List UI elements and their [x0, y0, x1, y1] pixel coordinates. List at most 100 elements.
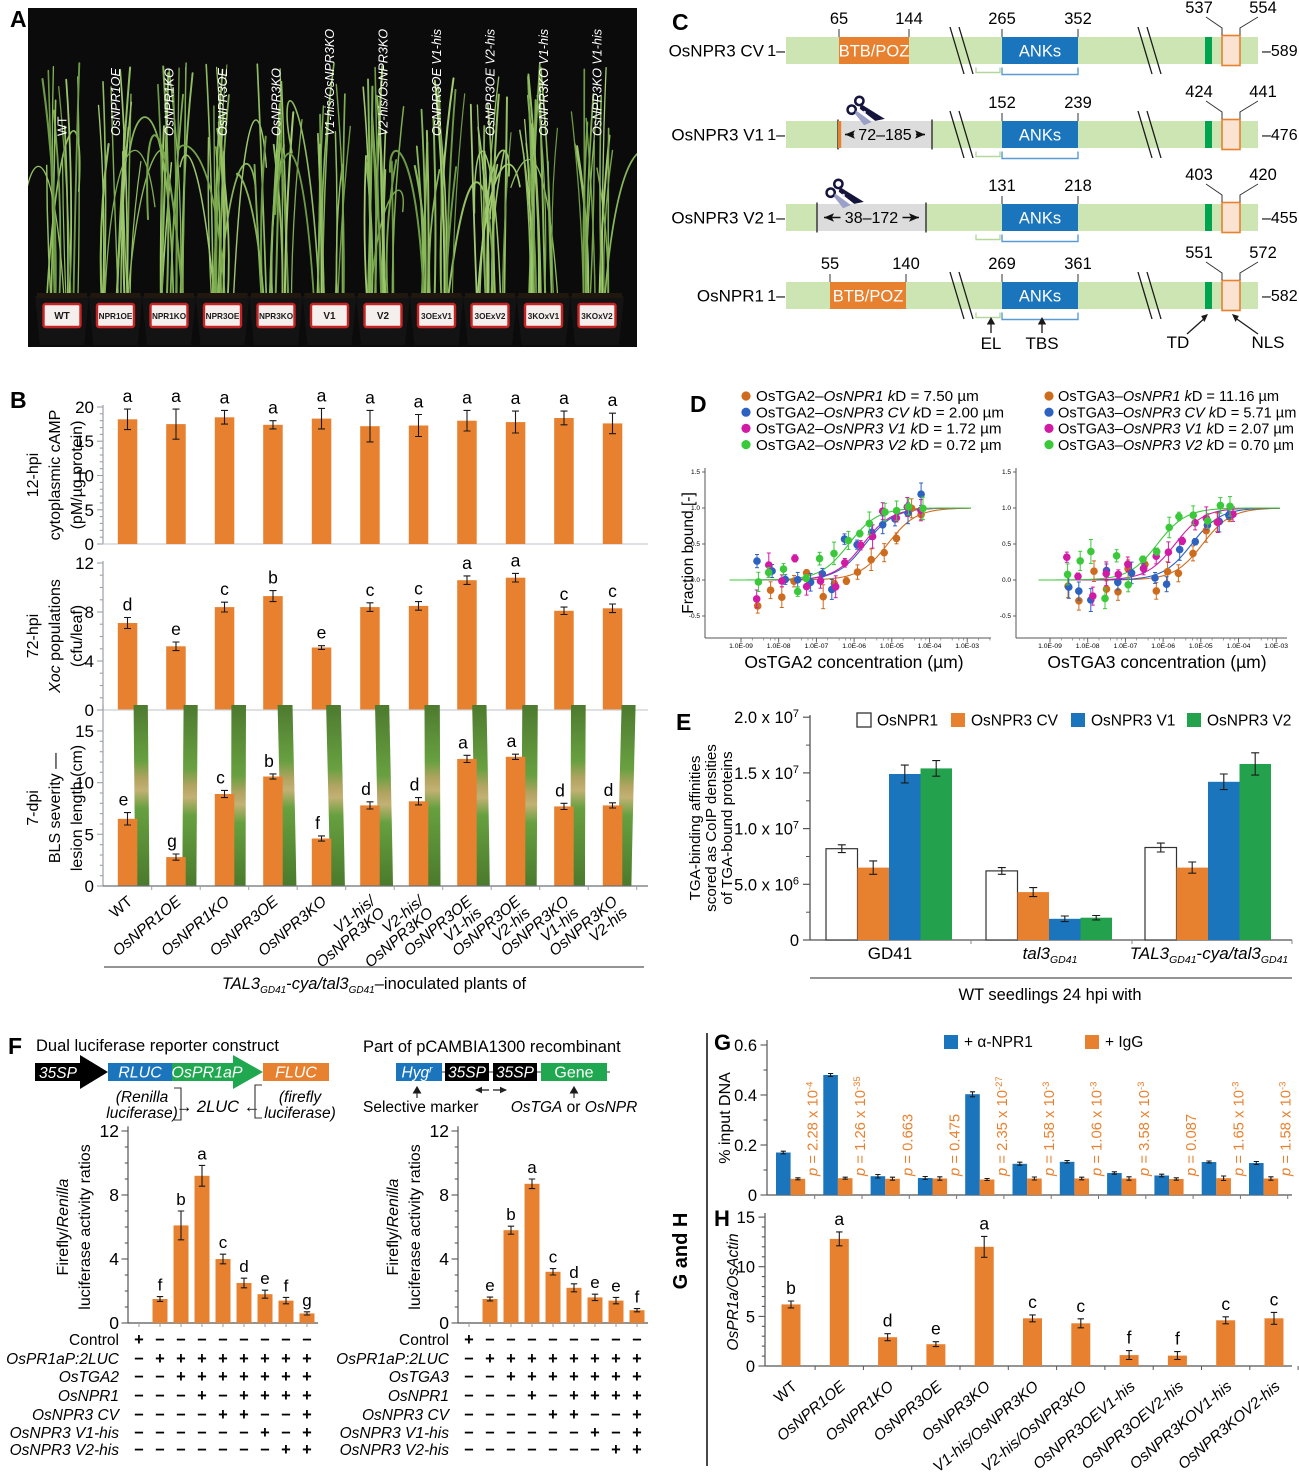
svg-text:−: −	[155, 1406, 165, 1424]
svg-text:a: a	[507, 731, 517, 751]
svg-text:OsNPR3 V2-his: OsNPR3 V2-his	[340, 1442, 450, 1459]
svg-text:NPR1OE: NPR1OE	[99, 312, 133, 321]
svg-text:B: B	[10, 387, 27, 413]
svg-text:−: −	[485, 1441, 495, 1459]
svg-text:−: −	[485, 1424, 495, 1442]
svg-text:A: A	[10, 6, 27, 32]
svg-text:e: e	[590, 1273, 599, 1292]
svg-text:15: 15	[75, 432, 94, 451]
svg-text:EL: EL	[981, 334, 1002, 353]
svg-text:−: −	[197, 1441, 207, 1459]
svg-text:OsPR1a/OsActin: OsPR1a/OsActin	[725, 1233, 742, 1350]
svg-text:+: +	[302, 1406, 312, 1424]
svg-text:p = 3.58 x 10-3: p = 3.58 x 10-3	[1136, 1082, 1153, 1177]
svg-text:−: −	[239, 1331, 249, 1349]
svg-text:−: −	[281, 1331, 291, 1349]
svg-text:+: +	[218, 1368, 228, 1386]
svg-text:Control: Control	[399, 1332, 449, 1349]
svg-text:TBS: TBS	[1025, 334, 1058, 353]
svg-text:1.0E-07: 1.0E-07	[1113, 643, 1137, 650]
svg-text:OsNPR1: OsNPR1	[388, 1388, 449, 1405]
svg-text:d: d	[569, 1263, 578, 1282]
svg-text:1–: 1–	[767, 210, 785, 227]
svg-text:420: 420	[1249, 166, 1277, 184]
svg-text:403: 403	[1185, 166, 1213, 184]
svg-text:38–172: 38–172	[845, 210, 898, 227]
svg-text:V2-his/OsNPR3KO: V2-his/OsNPR3KO	[377, 29, 391, 136]
svg-text:10: 10	[75, 774, 94, 793]
svg-text:+: +	[239, 1350, 249, 1368]
svg-text:−: −	[239, 1441, 249, 1459]
svg-text:f: f	[158, 1276, 163, 1295]
svg-text:554: 554	[1249, 0, 1277, 17]
svg-text:a: a	[414, 392, 424, 412]
svg-text:−: −	[485, 1368, 495, 1386]
svg-text:−: −	[155, 1368, 165, 1386]
svg-text:−: −	[302, 1331, 312, 1349]
svg-text:e: e	[260, 1269, 269, 1288]
svg-text:OsNPR3OE: OsNPR3OE	[216, 68, 230, 136]
svg-text:f: f	[1175, 1329, 1180, 1349]
svg-text:p = 0.475: p = 0.475	[948, 1114, 964, 1177]
svg-text:OsNPR3 V2-his: OsNPR3 V2-his	[10, 1442, 120, 1459]
svg-text:+: +	[632, 1368, 642, 1386]
svg-text:a: a	[458, 732, 468, 752]
svg-text:a: a	[608, 390, 618, 410]
svg-text:5.0 x 106: 5.0 x 106	[734, 875, 799, 894]
svg-text:−: −	[506, 1441, 516, 1459]
svg-text:b: b	[268, 568, 278, 588]
svg-text:0.0: 0.0	[1002, 577, 1011, 584]
svg-text:OsTGA2: OsTGA2	[59, 1369, 120, 1386]
svg-text:+: +	[302, 1441, 312, 1459]
svg-text:TD: TD	[1167, 333, 1190, 352]
svg-text:−: −	[155, 1424, 165, 1442]
svg-text:-0.5: -0.5	[689, 613, 701, 620]
svg-text:OsTGA3–OsNPR3 V2 kD = 0.70 µm: OsTGA3–OsNPR3 V2 kD = 0.70 µm	[1058, 438, 1294, 454]
svg-text:−: −	[260, 1441, 270, 1459]
svg-text:e: e	[931, 1319, 941, 1339]
svg-text:5: 5	[746, 1308, 755, 1326]
svg-text:−: −	[569, 1424, 579, 1442]
svg-text:15: 15	[75, 722, 94, 741]
svg-text:+: +	[569, 1387, 579, 1405]
svg-text:8: 8	[109, 1185, 119, 1205]
svg-text:72–185: 72–185	[858, 127, 911, 144]
svg-text:+: +	[569, 1350, 579, 1368]
svg-text:−: −	[281, 1406, 291, 1424]
svg-text:OsNPR3OE V1-his: OsNPR3OE V1-his	[430, 28, 444, 136]
svg-text:1–: 1–	[767, 43, 785, 60]
svg-text:−: −	[176, 1424, 186, 1442]
svg-text:+: +	[632, 1406, 642, 1424]
svg-text:1.0: 1.0	[1002, 505, 1011, 512]
svg-text:269: 269	[988, 255, 1016, 273]
svg-text:scored as CoIP densities: scored as CoIP densities	[703, 744, 720, 912]
svg-text:c: c	[549, 1248, 558, 1267]
svg-text:WT: WT	[771, 1378, 801, 1407]
svg-text:OsNPR3 CV: OsNPR3 CV	[971, 713, 1059, 730]
svg-text:p = 1.26 x 10-35: p = 1.26 x 10-35	[852, 1076, 869, 1177]
svg-text:Dual luciferase reporter const: Dual luciferase reporter construct	[36, 1037, 279, 1055]
svg-text:+: +	[506, 1350, 516, 1368]
svg-text:p = 1.58 x 10-3: p = 1.58 x 10-3	[1041, 1082, 1058, 1177]
svg-text:−: −	[464, 1441, 474, 1459]
svg-text:c: c	[219, 1233, 228, 1252]
svg-text:+: +	[590, 1424, 600, 1442]
svg-text:+: +	[260, 1387, 270, 1405]
svg-text:−: −	[197, 1331, 207, 1349]
svg-text:−: −	[485, 1387, 495, 1405]
svg-text:OsNPR3KO V1-his: OsNPR3KO V1-his	[591, 28, 605, 136]
svg-text:Gene: Gene	[554, 1065, 593, 1082]
svg-text:0: 0	[85, 877, 94, 896]
svg-text:–582: –582	[1262, 288, 1298, 305]
svg-text:OsNPR3 CV: OsNPR3 CV	[669, 42, 765, 61]
svg-text:−: −	[134, 1368, 144, 1386]
svg-text:OsTGA2–OsNPR3 V1 kD = 1.72 µm: OsTGA2–OsNPR3 V1 kD = 1.72 µm	[756, 421, 1002, 438]
svg-text:BTB/POZ: BTB/POZ	[833, 288, 904, 306]
svg-text:55: 55	[821, 255, 839, 273]
svg-text:g: g	[167, 831, 177, 851]
svg-text:572: 572	[1249, 244, 1277, 262]
svg-text:Firefly/Renilla: Firefly/Renilla	[55, 1178, 72, 1275]
svg-text:V1: V1	[323, 311, 336, 322]
svg-text:c: c	[1076, 1296, 1085, 1316]
svg-text:+: +	[527, 1350, 537, 1368]
